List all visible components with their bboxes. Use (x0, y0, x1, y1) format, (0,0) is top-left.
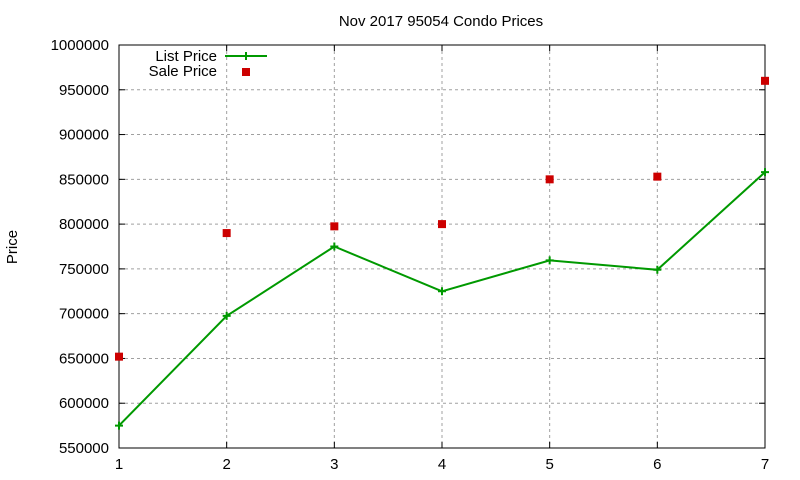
data-series (115, 76, 769, 430)
y-axis-ticks: 550000 600000 650000 700000 750000 800000 8500… (51, 37, 765, 457)
sale-price-marker (330, 222, 339, 231)
sale-price-marker (115, 352, 123, 361)
sale-price-marker (222, 229, 231, 238)
list-price-marker (438, 287, 446, 296)
y-tick-label: 850000 (59, 171, 109, 188)
sale-price-marker (545, 175, 554, 184)
y-tick-label: 750000 (59, 261, 109, 278)
chart-title: Nov 2017 95054 Condo Prices (339, 13, 543, 30)
sale-price-marker (438, 220, 446, 229)
x-tick-label: 1 (115, 456, 123, 473)
y-tick-label: 1000000 (51, 37, 109, 54)
x-tick-label: 4 (438, 456, 446, 473)
list-price-marker (653, 265, 662, 274)
legend-marker-sale-price (242, 68, 250, 76)
sale-price-marker (653, 172, 662, 181)
x-tick-label: 7 (761, 456, 769, 473)
y-tick-label: 900000 (59, 127, 109, 144)
legend: List Price Sale Price (149, 48, 267, 80)
x-tick-label: 6 (653, 456, 661, 473)
y-tick-label: 550000 (59, 440, 109, 457)
list-price-marker (761, 168, 769, 177)
x-tick-label: 2 (222, 456, 230, 473)
grid-lines (119, 45, 765, 448)
legend-marker-list-price (242, 52, 250, 60)
list-price-marker (330, 242, 339, 251)
sale-price-marker (761, 76, 769, 85)
list-price-marker (222, 311, 231, 320)
y-tick-label: 700000 (59, 306, 109, 323)
x-tick-label: 5 (545, 456, 553, 473)
plot-frame (118, 44, 766, 449)
y-tick-label: 950000 (59, 82, 109, 99)
legend-label-sale-price: Sale Price (149, 63, 217, 80)
legend-label-list-price: List Price (155, 48, 217, 65)
y-axis-label: Price (4, 230, 21, 264)
list-price-marker (115, 421, 123, 430)
list-price-marker (545, 256, 554, 265)
y-tick-label: 650000 (59, 350, 109, 367)
x-axis-ticks: 1 2 3 4 5 6 7 (115, 45, 769, 473)
y-tick-label: 800000 (59, 216, 109, 233)
x-tick-label: 3 (330, 456, 338, 473)
y-tick-label: 600000 (59, 395, 109, 412)
